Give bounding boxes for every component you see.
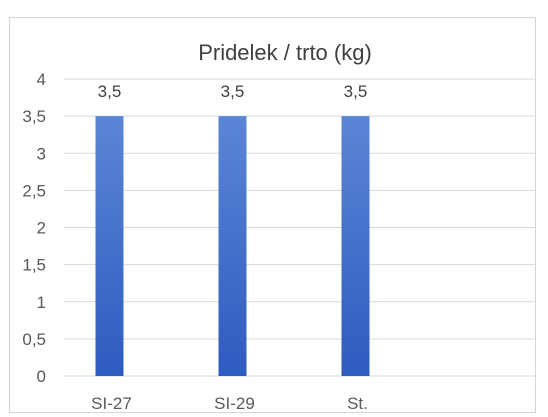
y-tick-label: 3 — [37, 144, 46, 163]
y-tick-label: 4 — [37, 70, 46, 89]
y-tick-label: 3,5 — [22, 107, 46, 126]
y-tick-label: 1,5 — [22, 256, 46, 275]
data-label: 3,5 — [344, 82, 368, 101]
bar — [341, 116, 370, 376]
data-label: 3,5 — [221, 82, 245, 101]
gridlines — [64, 78, 536, 377]
x-tick-label: St. — [347, 394, 368, 413]
y-tick-label: 0 — [37, 367, 46, 386]
bar — [95, 116, 124, 376]
bars — [95, 116, 370, 376]
x-axis-tick-labels: SI-27 SI-29 St. — [91, 394, 368, 413]
y-tick-label: 2,5 — [22, 181, 46, 200]
x-tick-label: SI-29 — [214, 394, 255, 413]
y-tick-label: 2 — [37, 219, 46, 238]
chart-title: Pridelek / trto (kg) — [198, 40, 372, 65]
y-tick-label: 0,5 — [22, 330, 46, 349]
data-labels: 3,5 3,5 3,5 — [98, 82, 368, 101]
bar — [218, 116, 247, 376]
x-tick-label: SI-27 — [91, 394, 132, 413]
y-axis-tick-labels: 0 0,5 1 1,5 2 2,5 3 3,5 4 — [22, 70, 46, 386]
y-tick-label: 1 — [37, 293, 46, 312]
data-label: 3,5 — [98, 82, 122, 101]
